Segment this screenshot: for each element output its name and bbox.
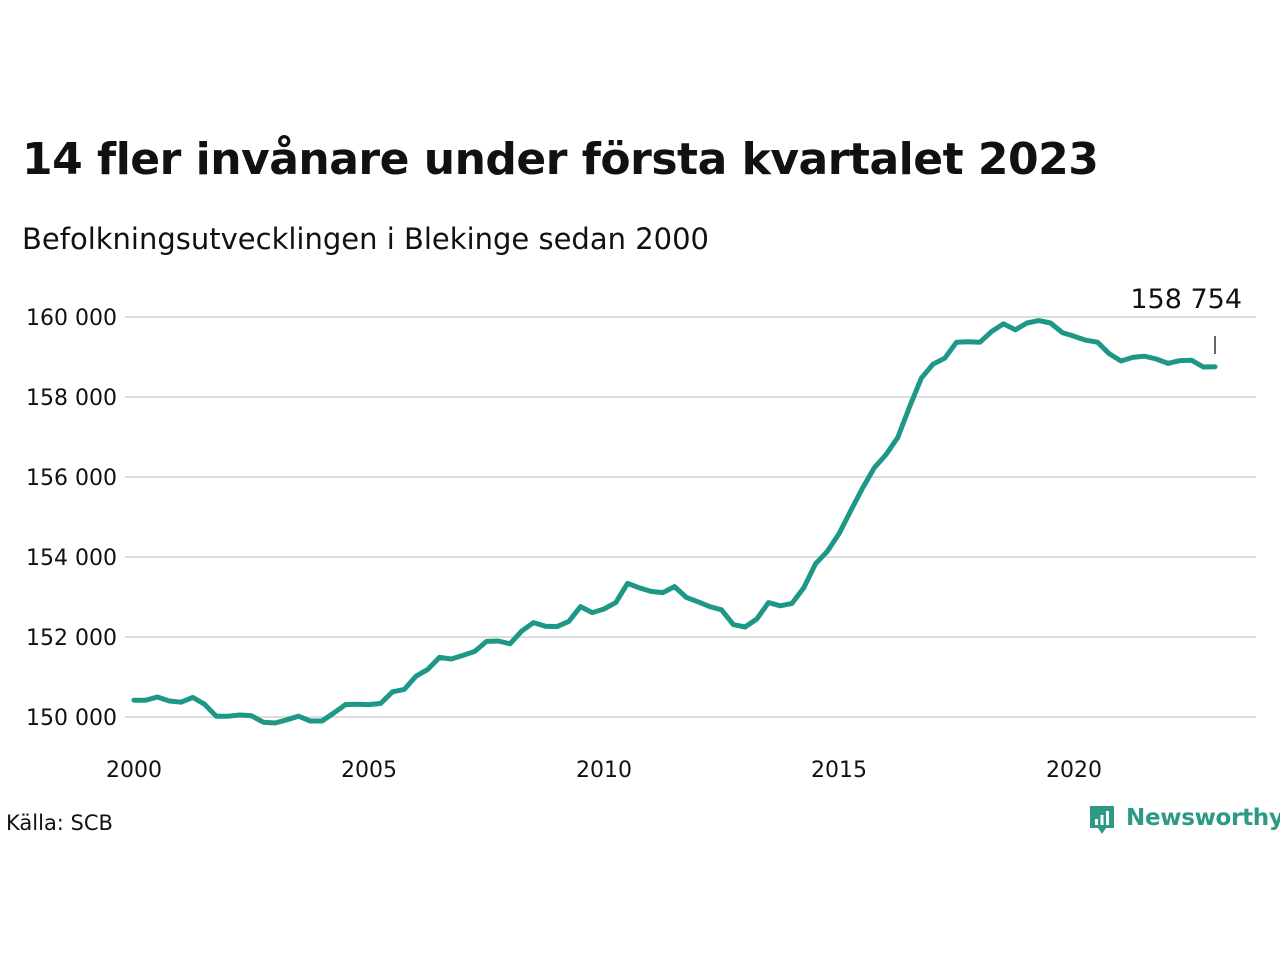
series-group — [131, 318, 1218, 726]
y-tick-label: 160 000 — [26, 306, 117, 331]
gridlines — [125, 316, 1256, 718]
brand-logo[interactable]: Newsworthy — [1088, 804, 1280, 834]
y-tick-label: 150 000 — [26, 706, 117, 731]
x-tick-label: 2010 — [576, 758, 632, 783]
series-line — [131, 318, 1218, 726]
x-axis-ticks: 2000 2005 2010 2015 2020 — [106, 758, 1102, 783]
y-tick-label: 152 000 — [26, 626, 117, 651]
chart-title: 14 fler invånare under första kvartalet … — [22, 134, 1099, 185]
brand-name: Newsworthy — [1126, 805, 1280, 831]
x-tick-label: 2015 — [811, 758, 867, 783]
chart-subtitle: Befolkningsutvecklingen i Blekinge sedan… — [22, 222, 710, 256]
last-value-annotation: 158 754 — [1130, 284, 1242, 354]
x-tick-label: 2005 — [341, 758, 397, 783]
source-note: Källa: SCB — [6, 811, 113, 835]
x-tick-label: 2020 — [1046, 758, 1102, 783]
y-tick-label: 154 000 — [26, 546, 117, 571]
y-tick-label: 156 000 — [26, 466, 117, 491]
last-value-label: 158 754 — [1130, 284, 1242, 315]
y-tick-label: 158 000 — [26, 386, 117, 411]
y-axis-ticks: 150 000 152 000 154 000 156 000 158 000 160 0… — [26, 306, 117, 731]
newsworthy-logo-icon — [1088, 804, 1116, 834]
x-tick-label: 2000 — [106, 758, 162, 783]
